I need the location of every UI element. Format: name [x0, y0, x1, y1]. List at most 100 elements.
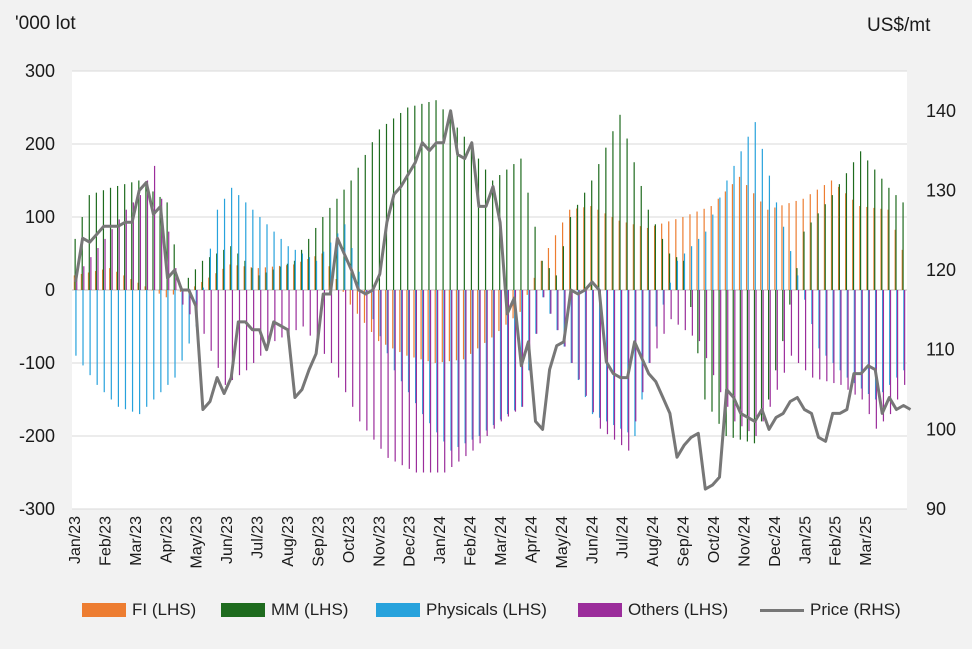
physicals-bar: [889, 290, 891, 385]
physicals-bar: [662, 290, 664, 305]
fi-bar: [533, 277, 535, 290]
mm-bar: [421, 103, 423, 290]
mm-bar: [378, 129, 381, 290]
others-bar: [302, 290, 304, 327]
fi-bar: [788, 203, 790, 290]
legend-item-physicals: Physicals (LHS): [376, 600, 547, 620]
x-tick-label: Aug/23: [280, 516, 297, 567]
mm-bar: [456, 127, 458, 291]
fi-bar: [87, 272, 90, 290]
mm-bar: [244, 260, 246, 290]
physicals-bar: [797, 275, 799, 290]
fi-bar: [859, 206, 861, 290]
physicals-bar: [301, 253, 303, 290]
mm-bar: [237, 253, 239, 290]
physicals-bar: [882, 290, 884, 393]
x-tick-label: Sep/24: [676, 516, 693, 567]
physicals-bar: [669, 282, 671, 290]
physicals-bar: [598, 290, 601, 418]
physicals-bar: [464, 290, 466, 444]
others-bar: [493, 290, 495, 429]
others-bar: [83, 266, 85, 290]
mm-bar: [81, 217, 83, 290]
right-tick-label: 140: [926, 101, 956, 121]
mm-bar: [647, 209, 649, 290]
right-tick-label: 120: [926, 260, 956, 280]
x-tick-label: May/24: [554, 516, 571, 569]
mm-bar: [138, 180, 140, 290]
fi-bar: [123, 275, 125, 290]
others-bar: [868, 290, 870, 415]
fi-bar: [802, 198, 804, 290]
legend-label-price: Price (RHS): [810, 600, 901, 619]
mm-bar: [810, 222, 812, 290]
fi-bar: [618, 220, 620, 290]
physicals-bar: [223, 198, 226, 290]
physicals-bar: [181, 290, 183, 361]
others-bar: [444, 290, 446, 473]
left-axis-title: '000 lot: [15, 13, 76, 34]
physicals-bar: [478, 290, 480, 436]
others-bar: [422, 290, 425, 473]
physicals-bar: [719, 197, 721, 290]
others-bar: [479, 290, 481, 444]
fi-bar: [675, 219, 677, 290]
x-tick-label: Feb/25: [828, 516, 845, 566]
others-bar: [847, 290, 849, 390]
mm-bar: [293, 260, 296, 290]
mm-bar: [746, 290, 748, 442]
physicals-bar: [372, 290, 374, 320]
mm-bar: [166, 202, 168, 290]
fi-bar: [682, 217, 684, 290]
right-axis-title: US$/mt: [867, 15, 931, 36]
mm-bar: [315, 227, 317, 290]
fi-bar: [179, 290, 182, 292]
physicals-bar: [330, 242, 332, 290]
mm-bar: [428, 102, 430, 290]
physicals-bar: [429, 290, 431, 424]
physicals-bar: [436, 290, 438, 433]
fi-bar: [738, 176, 741, 290]
mm-bar: [308, 238, 310, 290]
mm-bar: [668, 253, 671, 290]
fi-bar: [208, 277, 210, 290]
physicals-bar: [216, 209, 219, 290]
mm-bar: [527, 192, 529, 290]
mm-bar: [555, 275, 557, 290]
mm-bar: [711, 290, 713, 412]
fi-bar: [172, 290, 175, 295]
fi-bars: [73, 176, 903, 363]
fi-bar: [745, 185, 748, 290]
fi-bar: [837, 186, 840, 290]
legend-label-mm: MM (LHS): [271, 600, 349, 619]
fi-bar: [116, 271, 118, 290]
mm-bar: [803, 231, 805, 290]
others-bar: [210, 290, 212, 351]
mm-bar: [541, 260, 543, 290]
others-bar: [429, 290, 432, 473]
mm-bar: [789, 290, 791, 305]
physicals-bar: [846, 290, 848, 378]
others-bar: [734, 290, 736, 422]
fi-bar: [434, 290, 436, 363]
fi-bar: [724, 191, 726, 290]
mm-bar: [492, 180, 494, 290]
x-tick-label: Oct/24: [706, 516, 723, 563]
positions-price-chart: 300 200 100 0 -100 -200 -300 140 130 120 110 100 90…: [19, 61, 956, 569]
mm-bar: [279, 266, 281, 290]
legend-label-others: Others (LHS): [628, 600, 729, 619]
mm-bar: [888, 187, 890, 290]
right-tick-label: 130: [926, 180, 956, 200]
mm-bar: [435, 100, 437, 290]
others-bar: [323, 290, 326, 354]
others-bar: [755, 290, 757, 436]
others-bar: [705, 290, 708, 359]
physicals-bar: [521, 290, 523, 407]
mm-bar: [272, 269, 274, 290]
physicals-bar: [308, 257, 311, 290]
mm-bar: [817, 213, 819, 290]
fi-bar: [363, 290, 366, 323]
fi-bar: [356, 290, 358, 314]
mm-bar: [654, 224, 656, 290]
x-tick-label: Dec/24: [767, 516, 784, 567]
